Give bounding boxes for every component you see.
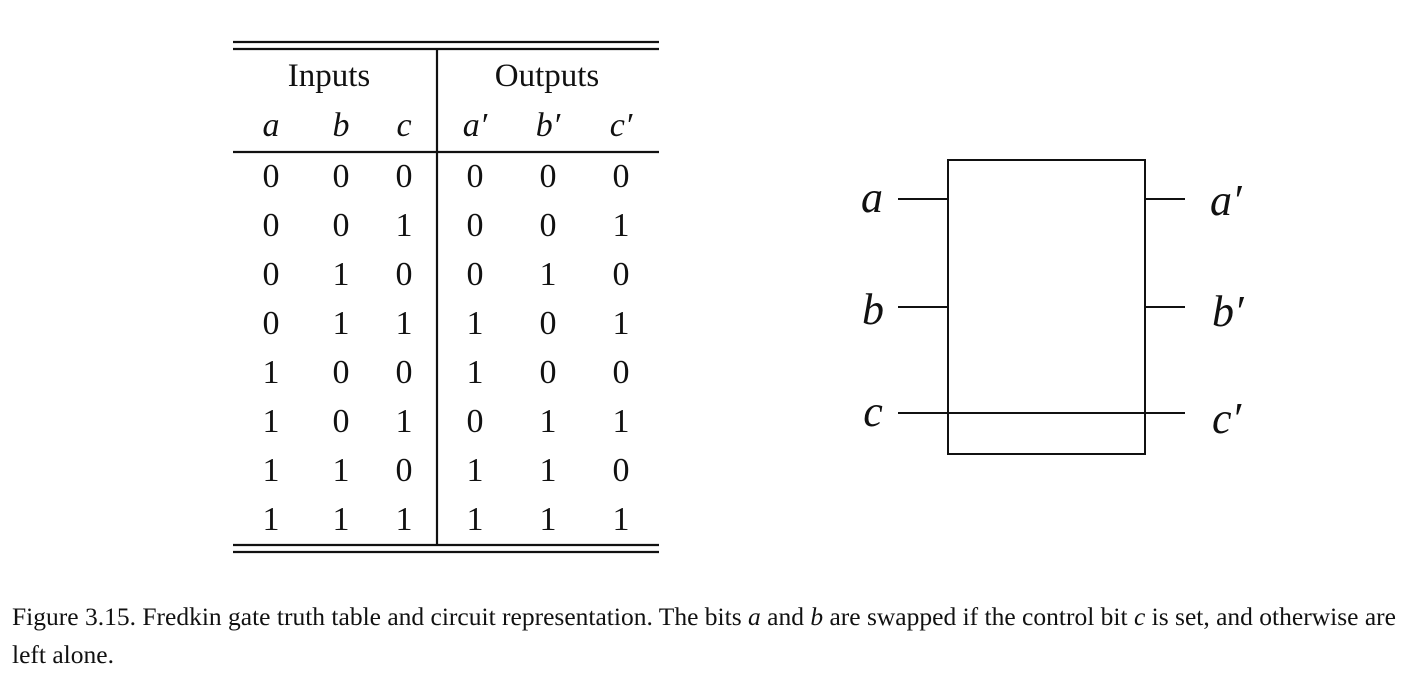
table-cell: 1 (540, 256, 557, 293)
table-cell: 1 (396, 403, 413, 440)
table-row: 0 1 1 1 0 1 (263, 305, 630, 342)
caption-and: and (760, 602, 811, 631)
caption-prefix: Figure 3.15. Fredkin gate truth table an… (12, 602, 749, 631)
table-cell: 0 (540, 305, 557, 342)
table-cell: 1 (263, 501, 280, 538)
circuit-input-c: c (863, 387, 883, 436)
table-cell: 0 (540, 158, 557, 195)
caption-var-c: c (1133, 602, 1146, 631)
table-cell: 1 (263, 452, 280, 489)
fredkin-gate-circuit: a b c a′ b′ c′ (861, 159, 1245, 455)
table-cell: 0 (540, 354, 557, 391)
table-cell: 1 (333, 256, 350, 293)
table-cell: 0 (467, 207, 484, 244)
table-cell: 0 (540, 207, 557, 244)
table-cell: 1 (613, 501, 630, 538)
table-cell: 0 (333, 207, 350, 244)
table-cell: 0 (467, 158, 484, 195)
table-cell: 1 (540, 403, 557, 440)
col-header-a: a (263, 107, 280, 144)
table-row: 1 1 0 1 1 0 (263, 452, 630, 489)
table-cell: 1 (333, 452, 350, 489)
table-cell: 1 (467, 501, 484, 538)
col-header-b-prime: b′ (536, 107, 561, 144)
truth-table: Inputs Outputs a b c a′ b′ c′ 0 0 0 0 0 00 0 1 0 0 10 1 0… (233, 40, 659, 554)
table-cell: 1 (613, 403, 630, 440)
table-cell: 0 (613, 256, 630, 293)
column-headers: a b c a′ b′ c′ (263, 107, 633, 144)
table-cell: 0 (396, 452, 413, 489)
table-cell: 0 (396, 256, 413, 293)
table-cell: 1 (333, 305, 350, 342)
table-row: 0 0 0 0 0 0 (263, 158, 630, 195)
table-cell: 0 (263, 305, 280, 342)
table-row: 0 1 0 0 1 0 (263, 256, 630, 293)
table-cell: 0 (613, 452, 630, 489)
table-cell: 1 (540, 501, 557, 538)
caption-suffix: is set, and otherwise are left alone. (12, 602, 1396, 669)
table-cell: 0 (333, 158, 350, 195)
table-cell: 1 (467, 354, 484, 391)
table-cell: 1 (263, 403, 280, 440)
table-cell: 1 (333, 501, 350, 538)
table-cell: 1 (613, 207, 630, 244)
table-cell: 0 (333, 403, 350, 440)
circuit-output-c-prime: c′ (1212, 394, 1243, 443)
table-cell: 0 (263, 256, 280, 293)
table-cell: 0 (467, 256, 484, 293)
col-header-c-prime: c′ (610, 107, 633, 144)
table-cell: 0 (333, 354, 350, 391)
table-row: 1 0 1 0 1 1 (263, 403, 630, 440)
caption-middle: are swapped if the control bit (823, 602, 1134, 631)
table-cell: 1 (263, 354, 280, 391)
table-cell: 0 (396, 158, 413, 195)
outputs-header: Outputs (495, 58, 600, 94)
table-cell: 0 (263, 207, 280, 244)
table-cell: 1 (396, 305, 413, 342)
gate-box (947, 159, 1146, 455)
table-cell: 1 (396, 501, 413, 538)
table-cell: 1 (467, 305, 484, 342)
figure-caption: Figure 3.15. Fredkin gate truth table an… (12, 598, 1412, 674)
inputs-header: Inputs (288, 58, 371, 94)
col-header-b: b (333, 107, 350, 144)
table-cell: 0 (613, 158, 630, 195)
caption-var-a: a (748, 602, 761, 631)
table-row: 0 0 1 0 0 1 (263, 207, 630, 244)
table-cell: 1 (540, 452, 557, 489)
table-cell: 0 (263, 158, 280, 195)
circuit-output-b-prime: b′ (1212, 287, 1245, 336)
table-cell: 1 (467, 452, 484, 489)
table-cell: 0 (467, 403, 484, 440)
circuit-input-a: a (861, 173, 883, 222)
table-body: 0 0 0 0 0 00 0 1 0 0 10 1 0 0 1 00 1 1 1 0 11 0 0 1 0 01 0 1 0 1 11 1 0 1… (263, 158, 630, 538)
circuit-input-b: b (862, 285, 884, 334)
col-header-a-prime: a′ (463, 107, 488, 144)
table-cell: 0 (613, 354, 630, 391)
table-cell: 1 (396, 207, 413, 244)
circuit-output-a-prime: a′ (1210, 176, 1243, 225)
table-row: 1 0 0 1 0 0 (263, 354, 630, 391)
table-cell: 1 (613, 305, 630, 342)
col-header-c: c (396, 107, 411, 144)
caption-var-b: b (810, 602, 824, 631)
table-row: 1 1 1 1 1 1 (263, 501, 630, 538)
table-cell: 0 (396, 354, 413, 391)
